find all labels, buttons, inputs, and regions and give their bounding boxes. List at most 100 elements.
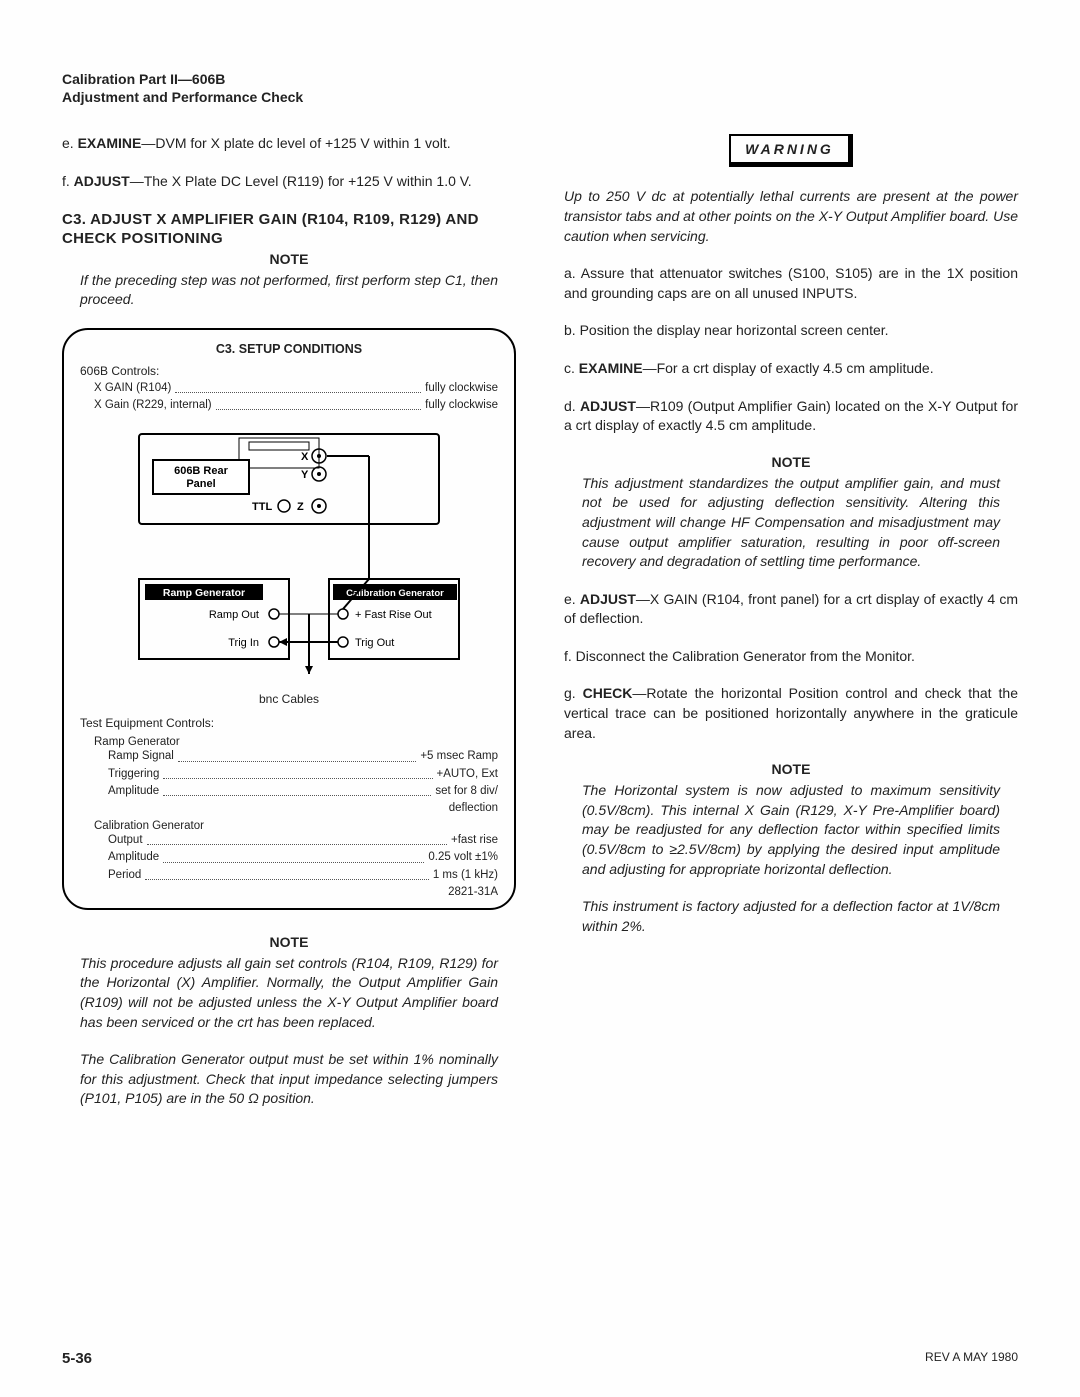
step-b: b. Position the display near horizontal …	[564, 321, 1018, 341]
test-equip-head: Test Equipment Controls:	[80, 716, 498, 730]
note3-body: This adjustment standardizes the output …	[582, 474, 1000, 572]
note4-body1: The Horizontal system is now adjusted to…	[582, 781, 1000, 879]
note4-title: NOTE	[564, 761, 1018, 777]
svg-text:Ramp Out: Ramp Out	[209, 609, 259, 621]
c1l: Amplitude	[108, 849, 159, 866]
svg-text:Y: Y	[301, 469, 309, 481]
step-f-text: —The X Plate DC Level (R119) for +125 V …	[130, 173, 472, 189]
doc-header: Calibration Part II—606B Adjustment and …	[62, 70, 1018, 106]
step-f-keyword: ADJUST	[74, 173, 130, 189]
deflection-line: deflection	[80, 802, 498, 814]
r1v: +AUTO, Ext	[437, 766, 498, 783]
note2-title: NOTE	[62, 934, 516, 950]
setup-conditions-box: C3. SETUP CONDITIONS 606B Controls: X GA…	[62, 328, 516, 910]
step-f-right: f. Disconnect the Calibration Generator …	[564, 647, 1018, 667]
step-f: f. ADJUST—The X Plate DC Level (R119) fo…	[62, 172, 516, 192]
c0l: Output	[108, 832, 143, 849]
c1v: 0.25 volt ±1%	[428, 849, 498, 866]
step-e-right: e. ADJUST—X GAIN (R104, front panel) for…	[564, 590, 1018, 629]
g-pre: g.	[564, 685, 583, 701]
cal-row-1: Amplitude 0.25 volt ±1%	[108, 849, 498, 866]
dots	[216, 397, 422, 410]
dots	[163, 766, 432, 779]
row-xgain229-val: fully clockwise	[425, 397, 498, 414]
connection-diagram: 606B Rear Panel X Y TTL Z Ramp Generator	[109, 424, 469, 684]
dots	[145, 867, 429, 880]
warning-wrap: WARNING	[564, 134, 1018, 167]
bnc-cables-label: bnc Cables	[80, 692, 498, 706]
g-text: —Rotate the horizontal Position control …	[564, 685, 1018, 740]
dots	[147, 832, 447, 845]
two-column-layout: e. EXAMINE—DVM for X plate dc level of +…	[62, 134, 1018, 1127]
controls-606b-head: 606B Controls:	[80, 364, 498, 378]
er-bold: ADJUST	[580, 591, 636, 607]
note3-title: NOTE	[564, 454, 1018, 470]
row-xgain229-label: X Gain (R229, internal)	[94, 397, 212, 414]
r1l: Triggering	[108, 766, 159, 783]
setup-title: C3. SETUP CONDITIONS	[80, 342, 498, 356]
row-xgain: X GAIN (R104) fully clockwise	[94, 380, 498, 397]
ramp-row-2: Amplitude set for 8 div/	[108, 783, 498, 800]
c3-heading: C3. ADJUST X AMPLIFIER GAIN (R104, R109,…	[62, 210, 516, 249]
r2v: set for 8 div/	[435, 783, 498, 800]
svg-text:Trig Out: Trig Out	[355, 637, 394, 649]
step-e-keyword: EXAMINE	[78, 135, 142, 151]
left-column: e. EXAMINE—DVM for X plate dc level of +…	[62, 134, 516, 1127]
svg-text:Trig In: Trig In	[228, 637, 259, 649]
note1-title: NOTE	[62, 251, 516, 267]
c-pre: c.	[564, 360, 579, 376]
note1-body: If the preceding step was not performed,…	[80, 271, 498, 310]
ramp-row-1: Triggering +AUTO, Ext	[108, 766, 498, 783]
revision-label: REV A MAY 1980	[925, 1350, 1018, 1367]
step-c: c. EXAMINE—For a crt display of exactly …	[564, 359, 1018, 379]
c2l: Period	[108, 867, 141, 884]
row-xgain-val: fully clockwise	[425, 380, 498, 397]
note2-body1: This procedure adjusts all gain set cont…	[80, 954, 498, 1032]
row-xgain229: X Gain (R229, internal) fully clockwise	[94, 397, 498, 414]
ramp-gen-head: Ramp Generator	[94, 736, 498, 748]
step-e: e. EXAMINE—DVM for X plate dc level of +…	[62, 134, 516, 154]
c-text: —For a crt display of exactly 4.5 cm amp…	[643, 360, 934, 376]
svg-text:Z: Z	[297, 501, 304, 513]
svg-text:+ Fast Rise Out: + Fast Rise Out	[355, 609, 432, 621]
d-pre: d.	[564, 398, 580, 414]
step-g: g. CHECK—Rotate the horizontal Position …	[564, 684, 1018, 743]
dots	[163, 783, 431, 796]
cal-row-2: Period 1 ms (1 kHz)	[108, 867, 498, 884]
r0l: Ramp Signal	[108, 748, 174, 765]
dots	[178, 748, 417, 761]
step-f-prefix: f.	[62, 173, 74, 189]
warning-box: WARNING	[729, 134, 853, 167]
r0v: +5 msec Ramp	[420, 748, 498, 765]
c-bold: EXAMINE	[579, 360, 643, 376]
svg-text:Ramp Generator: Ramp Generator	[163, 587, 245, 599]
fig-number: 2821-31A	[80, 886, 498, 898]
note4-body2: This instrument is factory adjusted for …	[582, 897, 1000, 936]
diag-rear-label: 606B Rear	[174, 465, 229, 477]
c0v: +fast rise	[451, 832, 498, 849]
diag-rear-label2: Panel	[186, 478, 215, 490]
page-number: 5-36	[62, 1350, 92, 1367]
dots	[163, 849, 424, 862]
dots	[175, 380, 421, 393]
cal-row-0: Output +fast rise	[108, 832, 498, 849]
note2-body2: The Calibration Generator output must be…	[80, 1050, 498, 1109]
c2v: 1 ms (1 kHz)	[433, 867, 498, 884]
ramp-row-0: Ramp Signal +5 msec Ramp	[108, 748, 498, 765]
row-xgain-label: X GAIN (R104)	[94, 380, 171, 397]
svg-text:TTL: TTL	[252, 501, 272, 513]
right-column: WARNING Up to 250 V dc at potentially le…	[564, 134, 1018, 1127]
step-e-prefix: e.	[62, 135, 78, 151]
step-d: d. ADJUST—R109 (Output Amplifier Gain) l…	[564, 397, 1018, 436]
step-a: a. Assure that attenuator switches (S100…	[564, 264, 1018, 303]
er-pre: e.	[564, 591, 580, 607]
warning-body: Up to 250 V dc at potentially lethal cur…	[564, 187, 1018, 246]
header-line2: Adjustment and Performance Check	[62, 88, 1018, 106]
page-footer: 5-36 REV A MAY 1980	[62, 1350, 1018, 1367]
step-e-text: —DVM for X plate dc level of +125 V with…	[141, 135, 450, 151]
svg-text:X: X	[301, 451, 309, 463]
r2l: Amplitude	[108, 783, 159, 800]
header-line1: Calibration Part II—606B	[62, 70, 1018, 88]
g-bold: CHECK	[583, 685, 633, 701]
d-bold: ADJUST	[580, 398, 636, 414]
